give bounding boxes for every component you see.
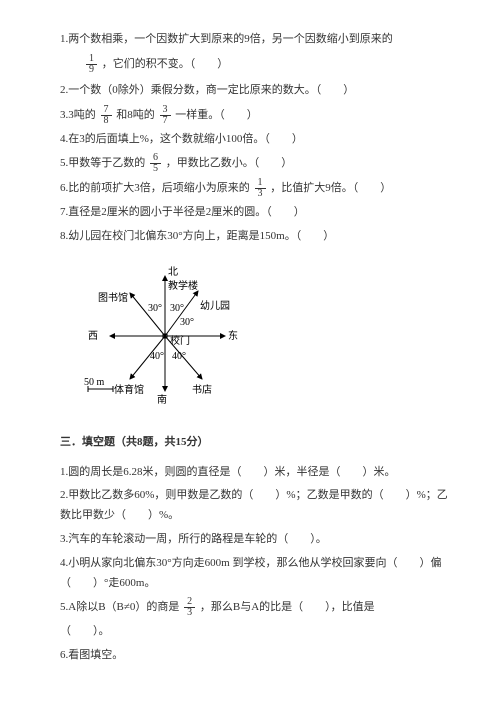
q2-1b-line: 1 9 ，它们的积不变。（ ）	[60, 54, 450, 75]
svg-text:30°: 30°	[180, 317, 194, 328]
q2-4: 4.在3的后面填上%，这个数就缩小100倍。（ ）	[60, 130, 450, 150]
svg-text:40°: 40°	[150, 351, 164, 362]
compass-diagram: 北 南 东 西 校门 教学楼 幼儿园 图书馆 体育馆 书店 50 m 30° 3…	[80, 261, 450, 419]
lbl-kinder: 幼儿园	[200, 299, 230, 312]
lbl-gym: 体育馆	[114, 383, 144, 396]
frac-1-3: 1 3	[255, 178, 266, 199]
q2-2: 2.一个数（0除外）乘假分数，商一定比原来的数大。（ ）	[60, 81, 450, 101]
svg-text:30°: 30°	[170, 303, 184, 314]
lbl-library: 图书馆	[98, 291, 128, 304]
frac-6-5: 6 5	[150, 153, 161, 174]
q2-1b: ，它们的积不变。（ ）	[102, 58, 229, 70]
lbl-scale: 50 m	[84, 377, 105, 388]
q2-6: 6.比的前项扩大3倍，后项缩小为原来的 1 3 ，比值扩大9倍。（ ）	[60, 178, 450, 199]
frac-7-8: 7 8	[101, 105, 112, 126]
q2-3: 3.3吨的 7 8 和8吨的 3 7 一样重。（ ）	[60, 105, 450, 126]
svg-text:40°: 40°	[172, 351, 186, 362]
section3-title: 三．填空题（共8题，共15分）	[60, 433, 450, 453]
lbl-west: 西	[88, 331, 98, 342]
lbl-school: 校门	[170, 334, 190, 347]
q2-7: 7.直径是2厘米的圆小于半径是2厘米的圆。（ ）	[60, 203, 450, 223]
q3-6: 6.看图填空。	[60, 646, 450, 666]
q3-5c: （ ）。	[60, 622, 450, 642]
q3-1: 1.圆的周长是6.28米，则圆的直径是（ ）米，半径是（ ）米。	[60, 463, 450, 483]
lbl-bookstore: 书店	[192, 383, 212, 396]
frac-3-7: 3 7	[160, 105, 171, 126]
q2-5: 5.甲数等于乙数的 6 5 ，甲数比乙数小。（ ）	[60, 153, 450, 174]
q3-2: 2.甲数比乙数多60%，则甲数是乙数的（ ）%；乙数是甲数的（ ）%；乙数比甲数…	[60, 486, 450, 526]
q3-3: 3.汽车的车轮滚动一周，所行的路程是车轮的（ ）。	[60, 530, 450, 550]
lbl-north: 北	[168, 266, 178, 278]
q2-8: 8.幼儿园在校门北偏东30°方向上，距离是150m。（ ）	[60, 227, 450, 247]
lbl-teach: 教学楼	[168, 279, 198, 292]
q3-4: 4.小明从家向北偏东30°方向走600m 到学校，那么他从学校回家要向（ ）偏（…	[60, 554, 450, 594]
lbl-south: 南	[157, 393, 167, 406]
lbl-east: 东	[228, 329, 238, 342]
frac-1-9: 1 9	[86, 54, 97, 75]
svg-text:30°: 30°	[148, 303, 162, 314]
q3-5: 5.A除以B（B≠0）的商是 2 3 ，那么B与A的比是（ ），比值是	[60, 597, 450, 618]
frac-2-3: 2 3	[184, 597, 195, 618]
q2-1a: 1.两个数相乘，一个因数扩大到原来的9倍，另一个因数缩小到原来的	[60, 30, 450, 50]
